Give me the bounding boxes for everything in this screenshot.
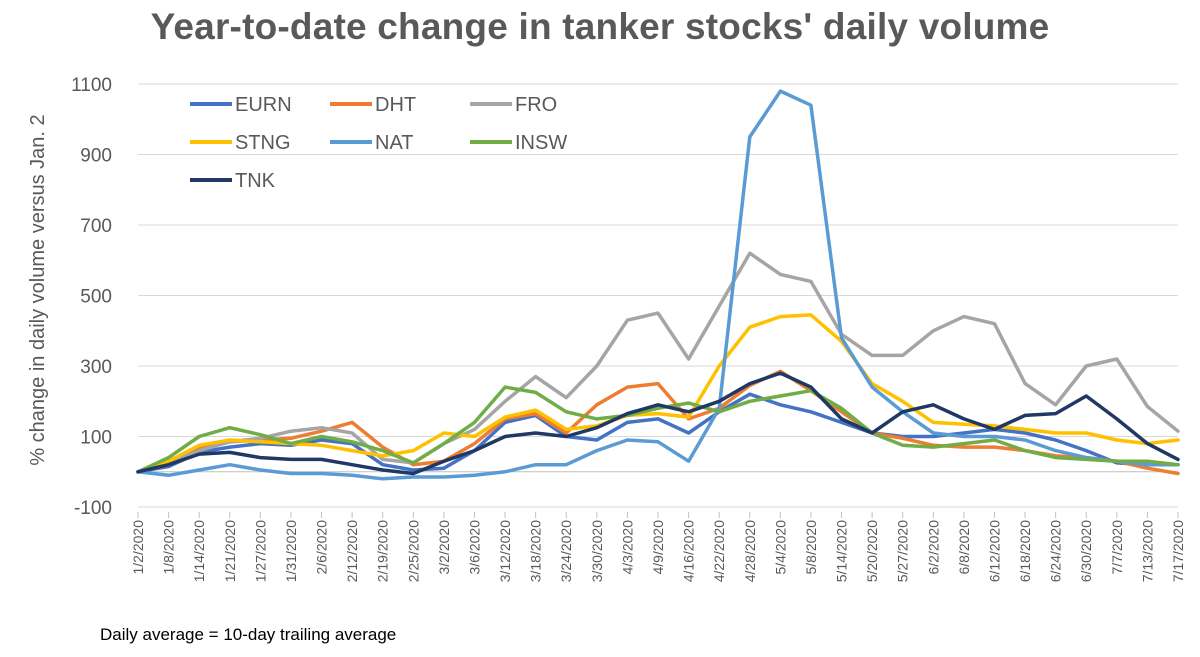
x-tick-label: 3/2/2020 (436, 520, 452, 575)
x-tick-label: 6/8/2020 (956, 520, 972, 575)
x-tick-label: 7/7/2020 (1109, 520, 1125, 575)
x-tick-label: 6/12/2020 (986, 520, 1002, 582)
y-tick-label: 700 (80, 216, 112, 237)
y-tick-label: 900 (80, 146, 112, 167)
x-tick-label: 4/16/2020 (681, 520, 697, 582)
legend-label-insw: INSW (515, 132, 567, 154)
x-tick-label: 3/24/2020 (558, 520, 574, 582)
series-line-fro (136, 251, 1180, 474)
y-tick-label: 500 (80, 287, 112, 308)
x-tick-label: 5/8/2020 (803, 520, 819, 575)
series-line-dht (136, 369, 1180, 476)
series-lines (136, 89, 1180, 481)
x-tick-label: 2/12/2020 (344, 520, 360, 582)
x-tick-label: 1/31/2020 (283, 520, 299, 582)
y-tick-label: 100 (80, 428, 112, 449)
y-tick-label: 1100 (71, 75, 112, 96)
y-axis-title: % change in daily volume versus Jan. 2 (27, 114, 49, 465)
x-tick-label: 2/19/2020 (375, 520, 391, 582)
legend-label-dht: DHT (375, 94, 416, 116)
legend-label-nat: NAT (375, 132, 414, 154)
x-tick-label: 6/30/2020 (1078, 520, 1094, 582)
legend-label-stng: STNG (235, 132, 291, 154)
x-tick-label: 2/6/2020 (314, 520, 330, 575)
x-tick-label: 4/22/2020 (711, 520, 727, 582)
x-tick-label: 5/4/2020 (772, 520, 788, 575)
x-axis: 1/2/2020 1/8/2020 1/14/2020 1/21/2020 1/27/2… (130, 471, 1186, 582)
x-tick-label: 3/30/2020 (589, 520, 605, 582)
series-line-eurn (136, 392, 1180, 474)
legend-label-fro: FRO (515, 94, 557, 116)
x-tick-label: 3/6/2020 (466, 520, 482, 575)
x-tick-label: 1/21/2020 (222, 520, 238, 582)
chart-title: Year-to-date change in tanker stocks' da… (150, 6, 1050, 47)
x-tick-label: 6/24/2020 (1048, 520, 1064, 582)
gridlines (138, 83, 1178, 508)
series-line-stng (136, 313, 1180, 474)
x-tick-label: 3/12/2020 (497, 520, 513, 582)
x-tick-label: 4/28/2020 (742, 520, 758, 582)
x-tick-label: 2/25/2020 (405, 520, 421, 582)
x-tick-label: 1/2/2020 (130, 520, 146, 575)
x-tick-label: 5/27/2020 (895, 520, 911, 582)
x-tick-label: 7/13/2020 (1139, 520, 1155, 582)
legend: EURN DHT FRO STNG NAT INSW TNK (190, 94, 567, 192)
legend-label-tnk: TNK (235, 170, 276, 192)
x-tick-label: 7/17/2020 (1170, 520, 1186, 582)
series-line-nat (136, 89, 1180, 481)
x-tick-label: 6/2/2020 (925, 520, 941, 575)
y-tick-label: 300 (80, 357, 112, 378)
y-tick-label: -100 (74, 498, 112, 519)
x-tick-label: 5/14/2020 (834, 520, 850, 582)
x-tick-label: 6/18/2020 (1017, 520, 1033, 582)
x-tick-label: 1/27/2020 (252, 520, 268, 582)
series-line-insw (136, 385, 1180, 474)
x-tick-label: 5/20/2020 (864, 520, 880, 582)
legend-label-eurn: EURN (235, 94, 292, 116)
y-axis: -100 100 300 500 700 900 1100 (71, 75, 112, 519)
x-tick-label: 4/9/2020 (650, 520, 666, 575)
x-tick-label: 4/3/2020 (619, 520, 635, 575)
x-tick-label: 3/18/2020 (528, 520, 544, 582)
footnote: Daily average = 10-day trailing average (100, 625, 397, 644)
x-tick-label: 1/8/2020 (161, 520, 177, 575)
x-tick-label: 1/14/2020 (191, 520, 207, 582)
series-line-tnk (136, 371, 1180, 476)
